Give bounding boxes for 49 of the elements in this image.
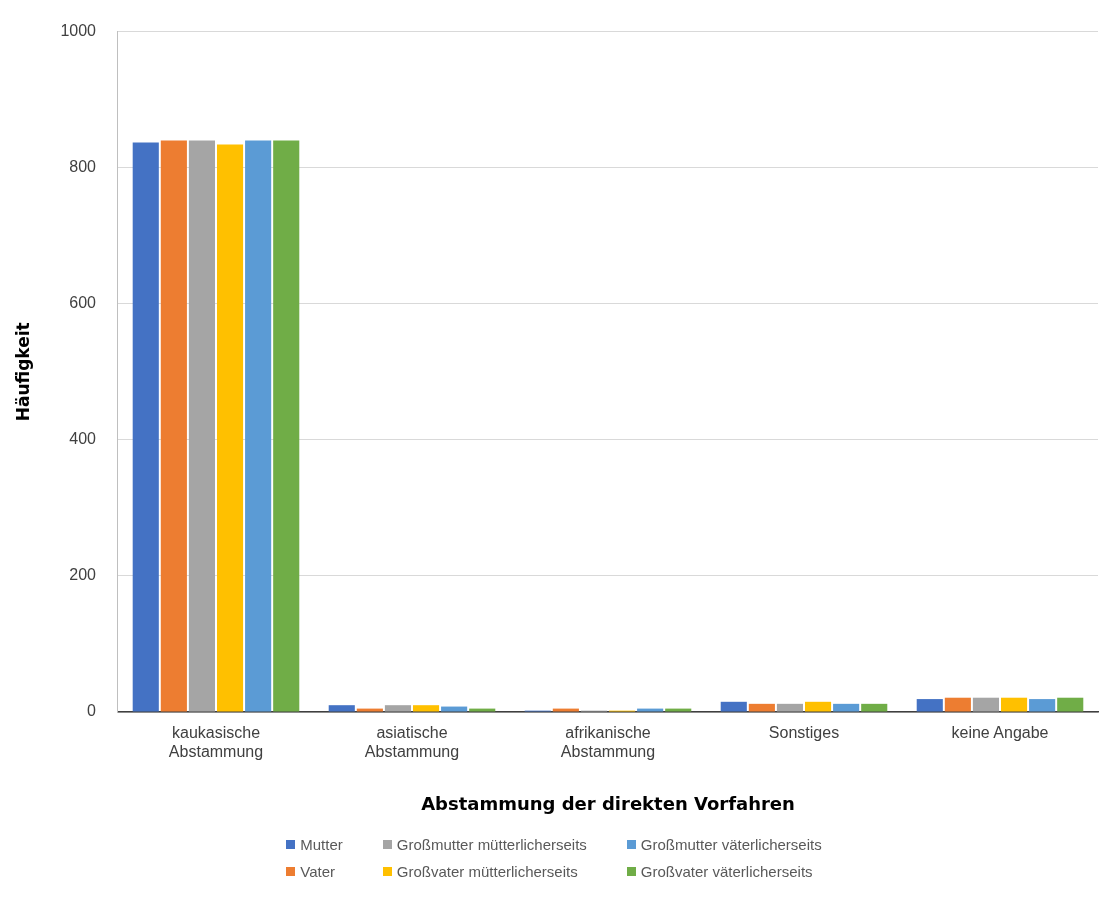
y-tick-label: 400 bbox=[69, 430, 97, 448]
bar bbox=[776, 703, 804, 712]
bar bbox=[552, 708, 579, 712]
bar bbox=[412, 705, 440, 712]
bar bbox=[833, 703, 860, 712]
legend-label: Großmutter väterlicherseits bbox=[640, 836, 822, 853]
bar bbox=[1000, 697, 1028, 712]
category-label: asiatische bbox=[376, 724, 448, 742]
y-tick-label: 600 bbox=[69, 294, 97, 312]
bar bbox=[160, 140, 187, 712]
bar bbox=[273, 140, 300, 712]
bar bbox=[1057, 697, 1084, 712]
legend-label: Vater bbox=[300, 863, 336, 880]
bar bbox=[356, 708, 383, 712]
bar bbox=[804, 701, 832, 712]
bar bbox=[216, 144, 244, 712]
bar bbox=[1029, 699, 1056, 712]
bar bbox=[944, 697, 971, 712]
legend-label: Großvater väterlicherseits bbox=[640, 863, 813, 880]
bar bbox=[637, 708, 664, 712]
x-axis-title: Abstammung der direkten Vorfahren bbox=[421, 792, 795, 814]
category-label: afrikanische bbox=[565, 724, 651, 742]
x-tick-label: keine Angabe bbox=[951, 724, 1049, 742]
bar bbox=[328, 705, 355, 712]
y-axis-title: Häufigkeit bbox=[12, 322, 33, 422]
bar bbox=[132, 142, 159, 712]
legend-label: Mutter bbox=[300, 836, 343, 853]
bar bbox=[861, 703, 888, 712]
legend-label: Großvater mütterlicherseits bbox=[396, 863, 578, 880]
bar bbox=[384, 705, 412, 712]
bar bbox=[665, 708, 692, 712]
bar bbox=[441, 706, 468, 712]
y-tick-label: 1000 bbox=[60, 22, 97, 40]
bar bbox=[972, 697, 1000, 712]
bar bbox=[720, 701, 747, 712]
y-tick-label: 800 bbox=[69, 158, 97, 176]
category-label: Abstammung bbox=[364, 743, 460, 761]
y-tick-label: 200 bbox=[69, 566, 97, 584]
bar bbox=[188, 140, 216, 712]
bar bbox=[245, 140, 272, 712]
category-label: kaukasische bbox=[171, 724, 261, 742]
category-label: Abstammung bbox=[168, 743, 264, 761]
bar bbox=[748, 703, 775, 712]
x-tick-label: Sonstiges bbox=[768, 724, 840, 742]
bar bbox=[916, 699, 943, 712]
legend-label: Großmutter mütterlicherseits bbox=[396, 836, 587, 853]
y-tick-label: 0 bbox=[87, 702, 97, 720]
bar bbox=[469, 708, 496, 712]
category-label: Abstammung bbox=[560, 743, 656, 761]
